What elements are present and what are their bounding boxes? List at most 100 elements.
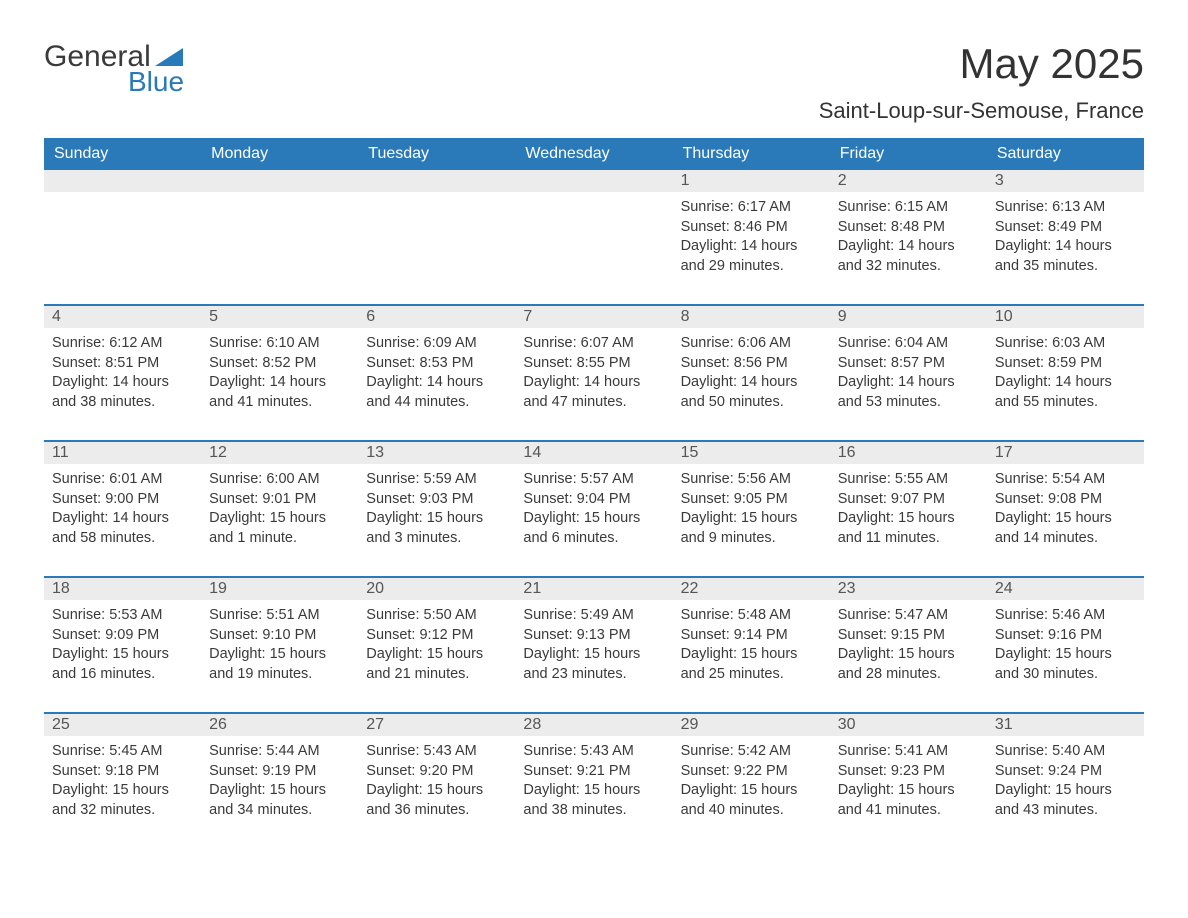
calendar-header-cell: Monday [201, 138, 358, 170]
sunset-text: Sunset: 9:23 PM [838, 762, 979, 782]
calendar-day: 5Sunrise: 6:10 AMSunset: 8:52 PMDaylight… [201, 306, 358, 440]
calendar-day: 27Sunrise: 5:43 AMSunset: 9:20 PMDayligh… [358, 714, 515, 848]
calendar-day: 23Sunrise: 5:47 AMSunset: 9:15 PMDayligh… [830, 578, 987, 712]
day-body: Sunrise: 5:49 AMSunset: 9:13 PMDaylight:… [515, 600, 672, 692]
day-body: Sunrise: 5:56 AMSunset: 9:05 PMDaylight:… [673, 464, 830, 556]
daylight-text-line2: and 40 minutes. [681, 801, 822, 821]
calendar-header-row: SundayMondayTuesdayWednesdayThursdayFrid… [44, 138, 1144, 170]
day-body: Sunrise: 6:13 AMSunset: 8:49 PMDaylight:… [987, 192, 1144, 284]
day-number: 2 [830, 170, 987, 192]
day-number: 15 [673, 442, 830, 464]
sunrise-text: Sunrise: 5:59 AM [366, 470, 507, 490]
day-number: 16 [830, 442, 987, 464]
day-number: 26 [201, 714, 358, 736]
sunset-text: Sunset: 9:12 PM [366, 626, 507, 646]
sunset-text: Sunset: 8:51 PM [52, 354, 193, 374]
sunrise-text: Sunrise: 5:48 AM [681, 606, 822, 626]
sunset-text: Sunset: 9:13 PM [523, 626, 664, 646]
calendar-day [44, 170, 201, 304]
daylight-text-line2: and 25 minutes. [681, 665, 822, 685]
sunset-text: Sunset: 8:52 PM [209, 354, 350, 374]
day-body: Sunrise: 6:17 AMSunset: 8:46 PMDaylight:… [673, 192, 830, 284]
daylight-text-line2: and 3 minutes. [366, 529, 507, 549]
sunrise-text: Sunrise: 5:43 AM [523, 742, 664, 762]
daylight-text-line1: Daylight: 14 hours [995, 237, 1136, 257]
day-body: Sunrise: 6:03 AMSunset: 8:59 PMDaylight:… [987, 328, 1144, 420]
day-number: 13 [358, 442, 515, 464]
daylight-text-line2: and 50 minutes. [681, 393, 822, 413]
sunrise-text: Sunrise: 5:49 AM [523, 606, 664, 626]
sunrise-text: Sunrise: 6:15 AM [838, 198, 979, 218]
calendar-day: 12Sunrise: 6:00 AMSunset: 9:01 PMDayligh… [201, 442, 358, 576]
daylight-text-line1: Daylight: 14 hours [52, 373, 193, 393]
calendar-week: 18Sunrise: 5:53 AMSunset: 9:09 PMDayligh… [44, 576, 1144, 712]
day-body: Sunrise: 5:43 AMSunset: 9:21 PMDaylight:… [515, 736, 672, 828]
day-body: Sunrise: 6:09 AMSunset: 8:53 PMDaylight:… [358, 328, 515, 420]
sunrise-text: Sunrise: 6:07 AM [523, 334, 664, 354]
day-body: Sunrise: 6:04 AMSunset: 8:57 PMDaylight:… [830, 328, 987, 420]
day-number: 11 [44, 442, 201, 464]
day-number: 3 [987, 170, 1144, 192]
day-body: Sunrise: 5:43 AMSunset: 9:20 PMDaylight:… [358, 736, 515, 828]
day-body: Sunrise: 5:46 AMSunset: 9:16 PMDaylight:… [987, 600, 1144, 692]
daylight-text-line2: and 29 minutes. [681, 257, 822, 277]
daylight-text-line1: Daylight: 14 hours [52, 509, 193, 529]
daylight-text-line2: and 53 minutes. [838, 393, 979, 413]
calendar-day: 17Sunrise: 5:54 AMSunset: 9:08 PMDayligh… [987, 442, 1144, 576]
sunrise-text: Sunrise: 6:01 AM [52, 470, 193, 490]
calendar-day: 30Sunrise: 5:41 AMSunset: 9:23 PMDayligh… [830, 714, 987, 848]
daylight-text-line2: and 9 minutes. [681, 529, 822, 549]
sunset-text: Sunset: 9:14 PM [681, 626, 822, 646]
sunset-text: Sunset: 9:24 PM [995, 762, 1136, 782]
day-number: 5 [201, 306, 358, 328]
calendar-day: 8Sunrise: 6:06 AMSunset: 8:56 PMDaylight… [673, 306, 830, 440]
daylight-text-line2: and 23 minutes. [523, 665, 664, 685]
calendar-day: 31Sunrise: 5:40 AMSunset: 9:24 PMDayligh… [987, 714, 1144, 848]
daylight-text-line2: and 30 minutes. [995, 665, 1136, 685]
daylight-text-line1: Daylight: 15 hours [838, 645, 979, 665]
daylight-text-line1: Daylight: 15 hours [52, 645, 193, 665]
daylight-text-line1: Daylight: 15 hours [995, 781, 1136, 801]
daylight-text-line1: Daylight: 15 hours [366, 781, 507, 801]
sunset-text: Sunset: 8:53 PM [366, 354, 507, 374]
calendar-week: 1Sunrise: 6:17 AMSunset: 8:46 PMDaylight… [44, 170, 1144, 304]
day-number: 18 [44, 578, 201, 600]
sunset-text: Sunset: 9:18 PM [52, 762, 193, 782]
day-number: 7 [515, 306, 672, 328]
daylight-text-line1: Daylight: 14 hours [681, 237, 822, 257]
calendar: SundayMondayTuesdayWednesdayThursdayFrid… [44, 138, 1144, 848]
sunset-text: Sunset: 8:59 PM [995, 354, 1136, 374]
sunset-text: Sunset: 9:10 PM [209, 626, 350, 646]
day-body: Sunrise: 5:53 AMSunset: 9:09 PMDaylight:… [44, 600, 201, 692]
calendar-day: 29Sunrise: 5:42 AMSunset: 9:22 PMDayligh… [673, 714, 830, 848]
sunset-text: Sunset: 9:01 PM [209, 490, 350, 510]
sunrise-text: Sunrise: 5:50 AM [366, 606, 507, 626]
daylight-text-line2: and 28 minutes. [838, 665, 979, 685]
day-number: 1 [673, 170, 830, 192]
daylight-text-line2: and 16 minutes. [52, 665, 193, 685]
day-number: 20 [358, 578, 515, 600]
title-block: May 2025 Saint-Loup-sur-Semouse, France [819, 40, 1144, 124]
daylight-text-line2: and 55 minutes. [995, 393, 1136, 413]
sunset-text: Sunset: 9:07 PM [838, 490, 979, 510]
sunrise-text: Sunrise: 5:44 AM [209, 742, 350, 762]
daylight-text-line2: and 44 minutes. [366, 393, 507, 413]
sunset-text: Sunset: 9:15 PM [838, 626, 979, 646]
calendar-header-cell: Saturday [987, 138, 1144, 170]
day-body: Sunrise: 5:45 AMSunset: 9:18 PMDaylight:… [44, 736, 201, 828]
day-body: Sunrise: 6:00 AMSunset: 9:01 PMDaylight:… [201, 464, 358, 556]
daylight-text-line2: and 6 minutes. [523, 529, 664, 549]
calendar-day: 20Sunrise: 5:50 AMSunset: 9:12 PMDayligh… [358, 578, 515, 712]
day-number: 29 [673, 714, 830, 736]
calendar-day: 10Sunrise: 6:03 AMSunset: 8:59 PMDayligh… [987, 306, 1144, 440]
daylight-text-line1: Daylight: 15 hours [366, 509, 507, 529]
sunset-text: Sunset: 9:03 PM [366, 490, 507, 510]
sunrise-text: Sunrise: 5:40 AM [995, 742, 1136, 762]
page-header: General Blue May 2025 Saint-Loup-sur-Sem… [44, 40, 1144, 124]
calendar-day: 2Sunrise: 6:15 AMSunset: 8:48 PMDaylight… [830, 170, 987, 304]
sunset-text: Sunset: 9:04 PM [523, 490, 664, 510]
calendar-day: 24Sunrise: 5:46 AMSunset: 9:16 PMDayligh… [987, 578, 1144, 712]
day-body: Sunrise: 5:44 AMSunset: 9:19 PMDaylight:… [201, 736, 358, 828]
calendar-day: 3Sunrise: 6:13 AMSunset: 8:49 PMDaylight… [987, 170, 1144, 304]
sunrise-text: Sunrise: 5:43 AM [366, 742, 507, 762]
